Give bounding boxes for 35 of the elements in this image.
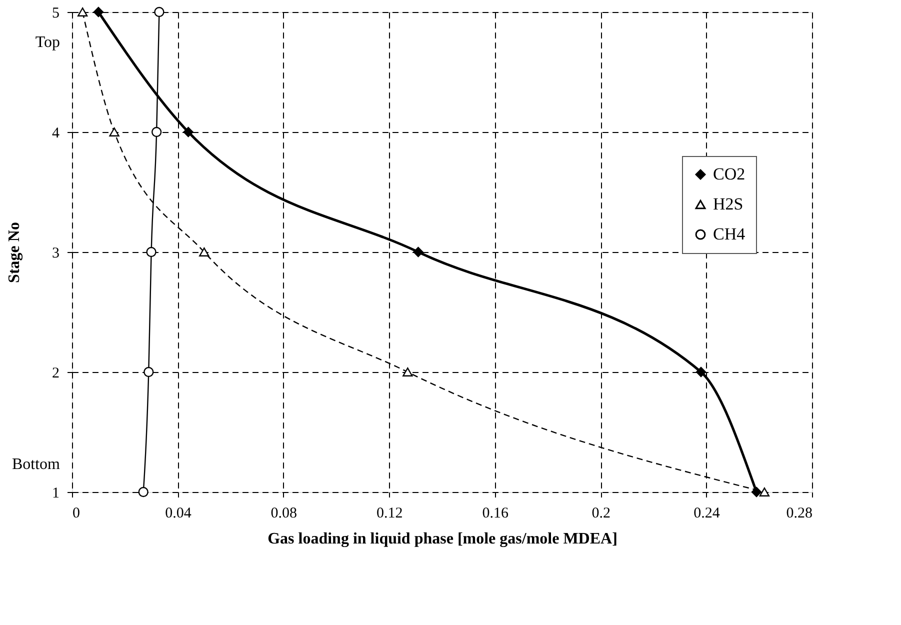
point — [759, 488, 770, 496]
y-tick-label: 4 — [52, 126, 60, 142]
x-axis-title: Gas loading in liquid phase [mole gas/mole MDEA] — [268, 530, 618, 548]
point — [138, 486, 148, 498]
text: Top — [35, 34, 60, 51]
point — [93, 6, 104, 18]
x-tick-label: 0.2 — [592, 506, 610, 522]
point — [183, 126, 194, 138]
x-tick-label: 0.28 — [786, 506, 812, 522]
y-tick-label: 1 — [52, 486, 60, 502]
x-tick-label: 0.24 — [694, 506, 720, 522]
legend-label: CH4 — [713, 224, 746, 244]
y-tick-label: 2 — [52, 366, 60, 382]
point — [78, 8, 88, 16]
point — [109, 128, 120, 136]
point — [146, 246, 156, 258]
point — [199, 248, 210, 256]
point — [402, 368, 413, 376]
x-tick-label: 0.08 — [270, 506, 298, 522]
x-tick-label: 0.16 — [482, 506, 509, 522]
legend-label: CO2 — [713, 164, 746, 184]
x-tick-label: 0.12 — [376, 506, 403, 522]
point — [696, 366, 706, 378]
point — [144, 366, 154, 378]
text: Bottom — [12, 456, 61, 473]
y-tick-label: 3 — [52, 246, 60, 262]
y-tick-label: 5 — [52, 6, 60, 22]
x-tick-label: 0 — [72, 506, 80, 522]
x-tick-label: 0.04 — [165, 506, 192, 522]
point — [152, 126, 162, 138]
point — [413, 246, 424, 258]
point — [154, 6, 164, 18]
legend-label: H2S — [713, 194, 744, 214]
point — [751, 486, 762, 498]
y-axis-title: Stage No — [6, 222, 23, 283]
